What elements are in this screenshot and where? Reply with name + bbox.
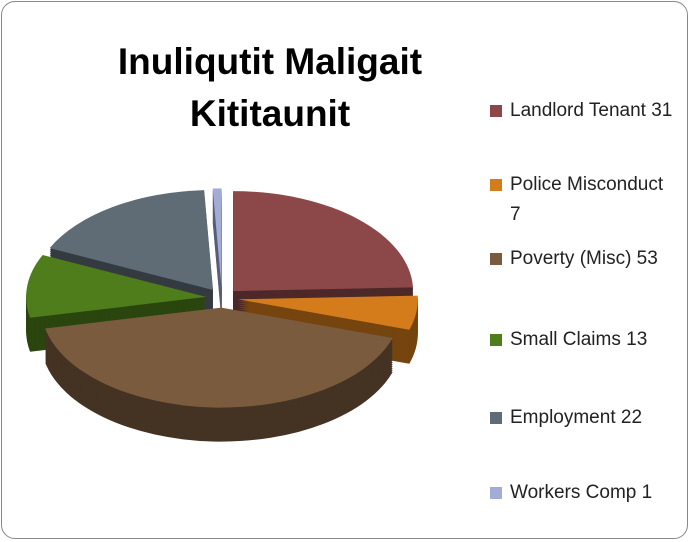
legend-swatch <box>490 253 502 265</box>
slice <box>212 188 222 289</box>
legend-label: Landlord Tenant 31 <box>510 100 673 121</box>
legend-swatch <box>490 487 502 499</box>
legend-label: Workers Comp 1 <box>510 482 653 503</box>
slice <box>49 190 214 291</box>
legend-label: Employment 22 <box>510 407 643 428</box>
slice <box>237 295 418 330</box>
legend-label: Poverty (Misc) 53 <box>510 248 658 269</box>
slice <box>233 191 413 292</box>
legend-label: Small Claims 13 <box>510 329 648 350</box>
legend-swatch <box>490 179 502 191</box>
legend-label: Police Misconduct 7 <box>510 174 664 225</box>
legend-swatch <box>490 412 502 424</box>
slice <box>45 307 393 408</box>
legend-swatch <box>490 105 502 117</box>
chart-title: Inuliqutit Maligait Kititaunit <box>117 41 423 134</box>
legend-swatch <box>490 334 502 346</box>
slice <box>26 254 207 318</box>
